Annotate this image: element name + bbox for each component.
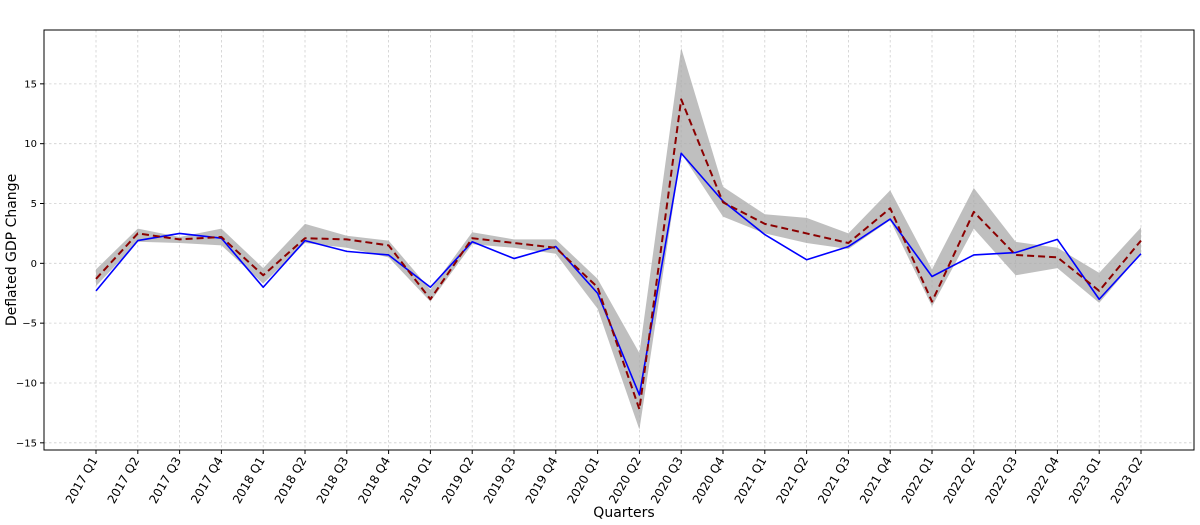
x-tick-label-0: 2017 Q1 [63, 455, 101, 507]
x-tick-label-3: 2017 Q4 [188, 455, 226, 507]
series-line-0 [95, 152, 1142, 396]
x-tick-label-6: 2018 Q3 [314, 455, 352, 507]
y-tick-label-2: −5 [22, 319, 37, 330]
x-tick-label-5: 2018 Q2 [272, 455, 310, 507]
y-tick-label-0: −15 [16, 438, 37, 449]
x-tick-label-22: 2022 Q3 [982, 455, 1020, 507]
y-axis: −15 −10 −5 0 5 10 15 [16, 79, 44, 449]
x-tick-label-23: 2022 Q4 [1024, 455, 1062, 507]
x-tick-label-9: 2019 Q2 [439, 455, 477, 507]
y-tick-label-3: 0 [31, 259, 37, 270]
x-tick-label-7: 2018 Q4 [355, 455, 393, 507]
x-tick-label-24: 2023 Q1 [1066, 455, 1104, 507]
x-tick-label-20: 2022 Q1 [899, 455, 937, 507]
x-tick-label-11: 2019 Q4 [523, 455, 561, 507]
x-tick-label-19: 2021 Q4 [857, 455, 895, 507]
x-axis-title: Quarters [593, 505, 654, 521]
x-tick-label-25: 2023 Q2 [1108, 455, 1146, 507]
plot-frame [43, 29, 1195, 451]
x-tick-label-21: 2022 Q2 [941, 455, 979, 507]
y-tick-label-1: −10 [16, 378, 37, 389]
y-tick-label-6: 15 [24, 79, 37, 90]
y-tick-label-5: 10 [24, 139, 37, 150]
x-tick-label-17: 2021 Q2 [773, 455, 811, 507]
x-tick-label-1: 2017 Q2 [105, 455, 143, 507]
x-tick-label-4: 2018 Q1 [230, 455, 268, 507]
x-axis: 2017 Q1 2017 Q2 2017 Q3 2017 Q4 2018 Q1 2018 … [63, 450, 1146, 506]
x-tick-label-18: 2021 Q3 [815, 455, 853, 507]
y-axis-title: Deflated GDP Change [4, 174, 20, 326]
series-line-1 [95, 98, 1142, 411]
x-tick-label-15: 2020 Q4 [690, 455, 728, 507]
x-tick-label-8: 2019 Q1 [397, 455, 435, 507]
series-lines [95, 98, 1142, 411]
confidence-band-area [96, 47, 1141, 430]
x-tick-label-13: 2020 Q2 [606, 455, 644, 507]
confidence-band [96, 47, 1141, 430]
x-tick-label-12: 2020 Q1 [564, 455, 602, 507]
y-tick-label-4: 5 [31, 199, 37, 210]
x-tick-label-10: 2019 Q3 [481, 455, 519, 507]
x-tick-label-14: 2020 Q3 [648, 455, 686, 507]
x-tick-label-16: 2021 Q1 [732, 455, 770, 507]
x-tick-label-2: 2017 Q3 [146, 455, 184, 507]
